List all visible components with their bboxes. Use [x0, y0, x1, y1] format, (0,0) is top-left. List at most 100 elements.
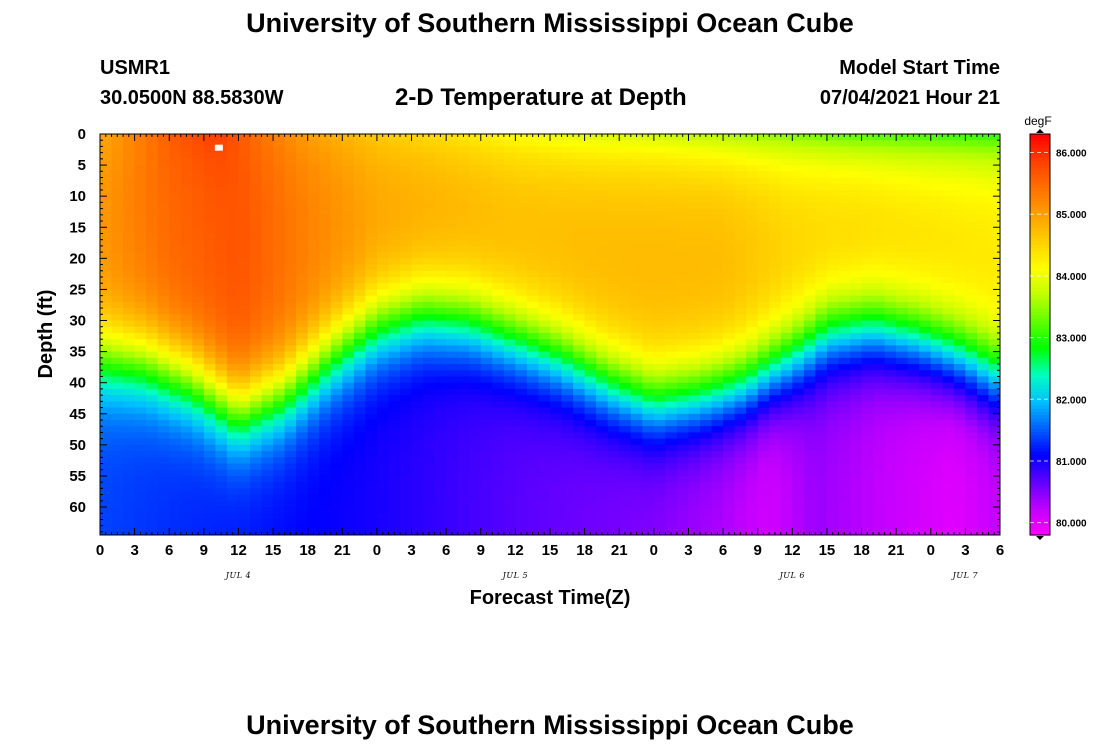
heatmap-cell	[330, 332, 343, 340]
heatmap-cell	[261, 388, 274, 396]
heatmap-cell	[284, 208, 297, 216]
heatmap-cell	[838, 208, 851, 216]
heatmap-cell	[561, 146, 574, 154]
heatmap-cell	[157, 196, 170, 203]
heatmap-cell	[307, 451, 320, 458]
heatmap-cell	[342, 289, 355, 297]
heatmap-cell	[965, 320, 978, 328]
heatmap-cell	[353, 295, 366, 303]
heatmap-cell	[284, 457, 297, 465]
heatmap-cell	[503, 339, 516, 346]
heatmap-cell	[688, 494, 701, 502]
heatmap-cell	[388, 165, 401, 172]
heatmap-cell	[769, 407, 782, 415]
heatmap-cell	[238, 258, 251, 266]
heatmap-cell	[642, 152, 655, 160]
heatmap-cell	[734, 525, 747, 533]
heatmap-cell	[965, 500, 978, 508]
heatmap-cell	[838, 214, 851, 222]
heatmap-cell	[815, 239, 828, 247]
heatmap-cell	[723, 252, 736, 259]
heatmap-cell	[157, 339, 170, 346]
heatmap-cell	[180, 146, 193, 154]
heatmap-cell	[388, 158, 401, 166]
heatmap-cell	[492, 444, 505, 452]
heatmap-cell	[953, 339, 966, 346]
heatmap-cell	[100, 339, 113, 346]
heatmap-cell	[873, 388, 886, 396]
heatmap-cell	[434, 364, 447, 371]
heatmap-cell	[446, 482, 459, 489]
heatmap-cell	[111, 140, 124, 148]
heatmap-cell	[596, 525, 609, 533]
heatmap-cell	[838, 444, 851, 452]
heatmap-cell	[619, 382, 632, 390]
heatmap-cell	[538, 165, 551, 172]
heatmap-cell	[296, 171, 309, 179]
heatmap-cell	[642, 432, 655, 440]
heatmap-cell	[573, 364, 586, 371]
heatmap-cell	[803, 519, 816, 527]
heatmap-cell	[192, 388, 205, 396]
heatmap-cell	[226, 507, 240, 514]
heatmap-cell	[400, 500, 413, 508]
heatmap-cell	[319, 426, 332, 434]
heatmap-cell	[780, 152, 793, 160]
heatmap-cell	[423, 519, 436, 527]
heatmap-cell	[284, 376, 297, 384]
heatmap-cell	[157, 320, 170, 328]
heatmap-cell	[607, 426, 620, 434]
heatmap-cell	[492, 202, 505, 210]
heatmap-cell	[434, 475, 447, 483]
heatmap-cell	[261, 419, 274, 427]
heatmap-cell	[607, 221, 620, 228]
heatmap-cell	[123, 382, 136, 390]
heatmap-cell	[815, 351, 828, 359]
heatmap-cell	[619, 221, 632, 228]
heatmap-cell	[192, 283, 205, 291]
heatmap-cell	[134, 165, 147, 172]
heatmap-cell	[919, 239, 932, 247]
heatmap-cell	[446, 146, 459, 154]
heatmap-cell	[469, 196, 482, 203]
heatmap-cell	[146, 258, 159, 266]
heatmap-cell	[653, 233, 666, 241]
heatmap-cell	[665, 295, 678, 303]
heatmap-cell	[226, 388, 240, 396]
heatmap-cell	[884, 233, 897, 241]
heatmap-cell	[469, 364, 482, 371]
heatmap-cell	[734, 395, 747, 402]
heatmap-cell	[896, 339, 909, 346]
heatmap-cell	[907, 314, 920, 322]
heatmap-cell	[307, 208, 320, 216]
heatmap-cell	[353, 444, 366, 452]
heatmap-cell	[492, 146, 505, 154]
heatmap-cell	[342, 221, 355, 228]
heatmap-cell	[192, 419, 205, 427]
heatmap-cell	[907, 146, 920, 154]
heatmap-cell	[273, 177, 286, 185]
heatmap-cell	[561, 451, 574, 458]
heatmap-cell	[203, 171, 216, 179]
heatmap-cell	[873, 308, 886, 315]
heatmap-cell	[665, 364, 678, 371]
heatmap-cell	[884, 295, 897, 303]
heatmap-cell	[342, 140, 355, 148]
heatmap-cell	[803, 463, 816, 471]
heatmap-cell	[273, 171, 286, 179]
heatmap-cell	[526, 158, 540, 166]
heatmap-cell	[400, 245, 413, 253]
heatmap-cell	[192, 301, 205, 309]
heatmap-cell	[653, 264, 666, 272]
heatmap-cell	[457, 376, 470, 384]
heatmap-cell	[792, 463, 805, 471]
heatmap-cell	[169, 451, 182, 458]
heatmap-cell	[526, 239, 540, 247]
heatmap-cell	[838, 283, 851, 291]
heatmap-cell	[157, 432, 170, 440]
heatmap-cell	[180, 482, 193, 489]
heatmap-cell	[573, 345, 586, 353]
heatmap-cell	[469, 494, 482, 502]
heatmap-cell	[873, 513, 886, 521]
heatmap-cell	[861, 370, 874, 378]
